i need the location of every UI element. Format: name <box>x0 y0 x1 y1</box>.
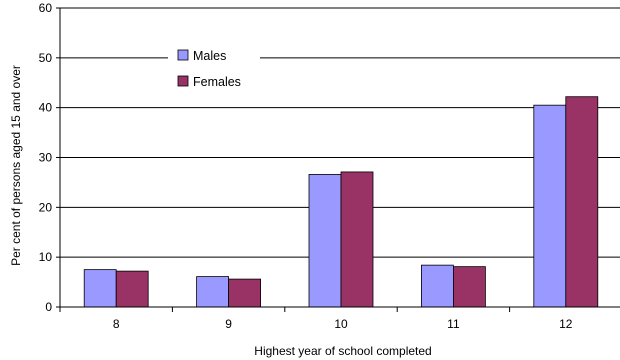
x-axis-title: Highest year of school completed <box>254 344 431 358</box>
axes <box>56 7 620 312</box>
legend-label-males: Males <box>193 49 226 63</box>
bar-females-8 <box>115 270 149 308</box>
x-tick-label: 9 <box>225 317 232 331</box>
legend-label-females: Females <box>193 75 241 89</box>
gridlines <box>60 7 620 258</box>
y-tick-label: 20 <box>39 200 53 214</box>
y-tick-label: 40 <box>39 101 53 115</box>
bar-males-8 <box>83 269 117 308</box>
y-tick-labels: 0 10 20 30 40 50 60 <box>39 1 53 314</box>
legend-swatch-females <box>177 75 189 87</box>
bar-males-11 <box>420 264 454 308</box>
x-tick-labels: 8 9 10 11 12 <box>113 317 573 331</box>
bar-females-10 <box>340 171 374 308</box>
x-tick-label: 10 <box>334 317 348 331</box>
x-tick-label: 11 <box>447 317 460 331</box>
bars <box>83 96 599 308</box>
bar-males-12 <box>533 104 567 308</box>
bar-males-9 <box>196 276 230 308</box>
bar-females-12 <box>565 96 599 308</box>
x-tick-label: 8 <box>113 317 120 331</box>
y-tick-label: 50 <box>39 51 53 65</box>
y-tick-label: 0 <box>45 300 52 314</box>
y-tick-label: 30 <box>39 151 53 165</box>
bar-females-11 <box>452 266 486 308</box>
y-tick-label: 10 <box>39 250 53 264</box>
y-tick-label: 60 <box>39 1 53 15</box>
legend: Males Females <box>168 42 260 96</box>
legend-swatch-males <box>177 49 189 61</box>
bar-males-10 <box>308 174 342 308</box>
x-tick-label: 12 <box>559 317 573 331</box>
y-axis-title: Per cent of persons aged 15 and over <box>9 65 23 266</box>
bar-females-9 <box>228 278 262 308</box>
